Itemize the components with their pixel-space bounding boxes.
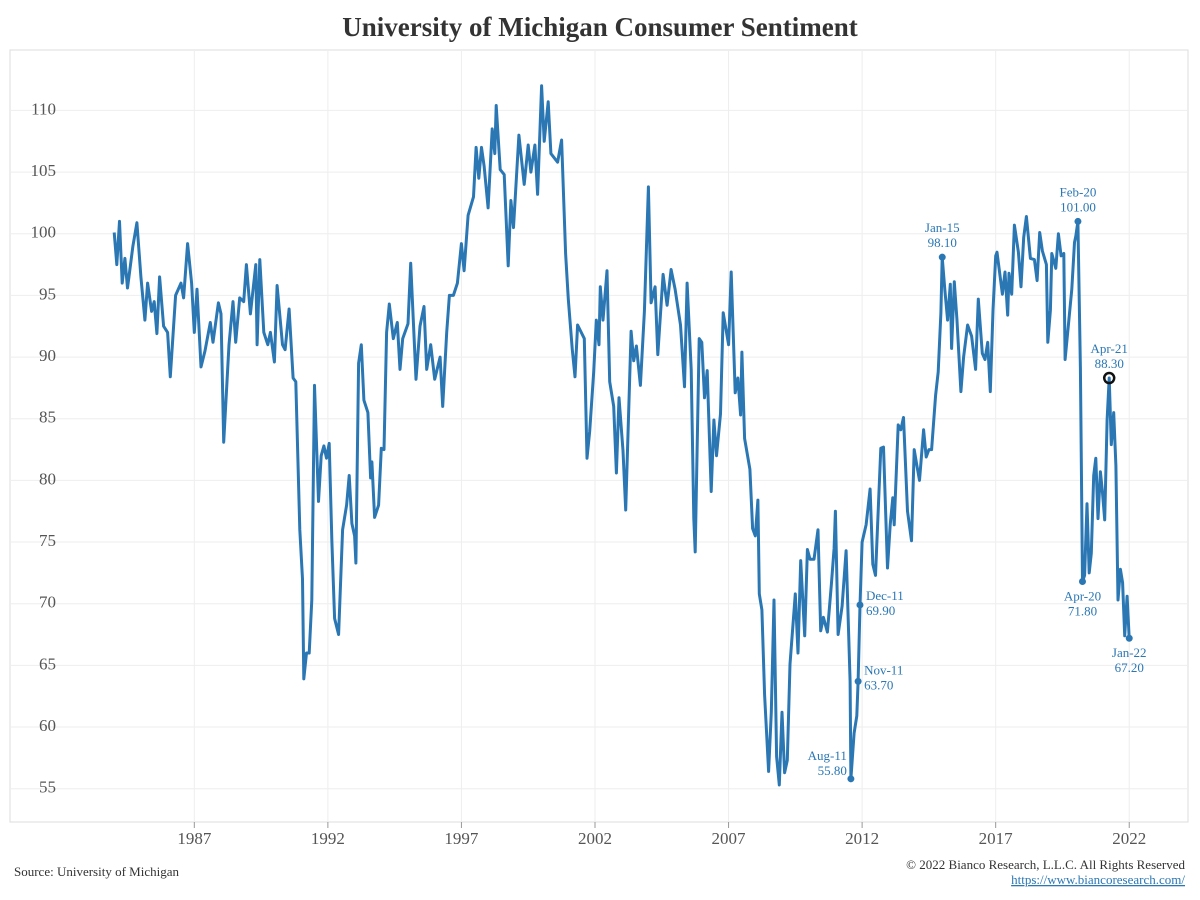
x-tick-label: 1992 xyxy=(311,829,345,848)
annotation-point xyxy=(1078,578,1086,586)
annotation-point xyxy=(1125,634,1133,642)
y-tick-label: 75 xyxy=(39,531,56,550)
y-tick-label: 90 xyxy=(39,346,56,365)
copyright: © 2022 Bianco Research, L.L.C. All Right… xyxy=(906,857,1185,872)
y-tick-label: 95 xyxy=(39,284,56,303)
x-tick-label: 2002 xyxy=(578,829,612,848)
chart-title: University of Michigan Consumer Sentimen… xyxy=(342,12,857,42)
annotation-date: Dec-11 xyxy=(866,588,904,603)
annotation-date: Jan-15 xyxy=(925,220,960,235)
annotation-point xyxy=(847,775,855,783)
y-tick-label: 85 xyxy=(39,408,56,427)
line-series xyxy=(112,84,1131,787)
y-tick-label: 110 xyxy=(31,99,56,118)
annotation-value: 67.20 xyxy=(1115,660,1144,675)
source: Source: University of Michigan xyxy=(14,864,179,879)
annotation-value: 55.80 xyxy=(818,763,847,778)
x-tick-label: 1987 xyxy=(177,829,212,848)
annotation-date: Jan-22 xyxy=(1112,645,1147,660)
annotation-point xyxy=(856,601,864,609)
annotation-value: 63.70 xyxy=(864,677,893,692)
y-tick-label: 105 xyxy=(31,161,57,180)
annotation-value: 98.10 xyxy=(928,235,957,250)
x-tick-label: 2017 xyxy=(979,829,1014,848)
annotation-point xyxy=(1074,217,1082,225)
annotation-value: 88.30 xyxy=(1095,356,1124,371)
annotation-value: 69.90 xyxy=(866,603,895,618)
annotation-date: Apr-20 xyxy=(1064,589,1101,604)
annotation-point xyxy=(938,253,946,261)
annotation-point xyxy=(1102,371,1116,385)
y-tick-label: 55 xyxy=(39,778,56,797)
plot-area xyxy=(9,49,1189,823)
y-tick-label: 100 xyxy=(31,223,57,242)
annotation-date: Aug-11 xyxy=(808,748,847,763)
x-tick-label: 2007 xyxy=(712,829,747,848)
x-tick-label: 2012 xyxy=(845,829,879,848)
annotation-date: Nov-11 xyxy=(864,662,903,677)
y-tick-label: 65 xyxy=(39,654,56,673)
url-link[interactable]: https://www.biancoresearch.com/ xyxy=(1011,872,1185,887)
annotation-date: Feb-20 xyxy=(1060,184,1097,199)
x-tick-label: 1997 xyxy=(444,829,479,848)
y-tick-label: 60 xyxy=(39,716,56,735)
annotation-value: 101.00 xyxy=(1060,199,1096,214)
annotation-date: Apr-21 xyxy=(1091,341,1128,356)
annotation-value: 71.80 xyxy=(1068,604,1097,619)
y-tick-label: 70 xyxy=(39,593,56,612)
annotation-point xyxy=(854,677,862,685)
y-tick-label: 80 xyxy=(39,469,56,488)
x-tick-label: 2022 xyxy=(1112,829,1146,848)
